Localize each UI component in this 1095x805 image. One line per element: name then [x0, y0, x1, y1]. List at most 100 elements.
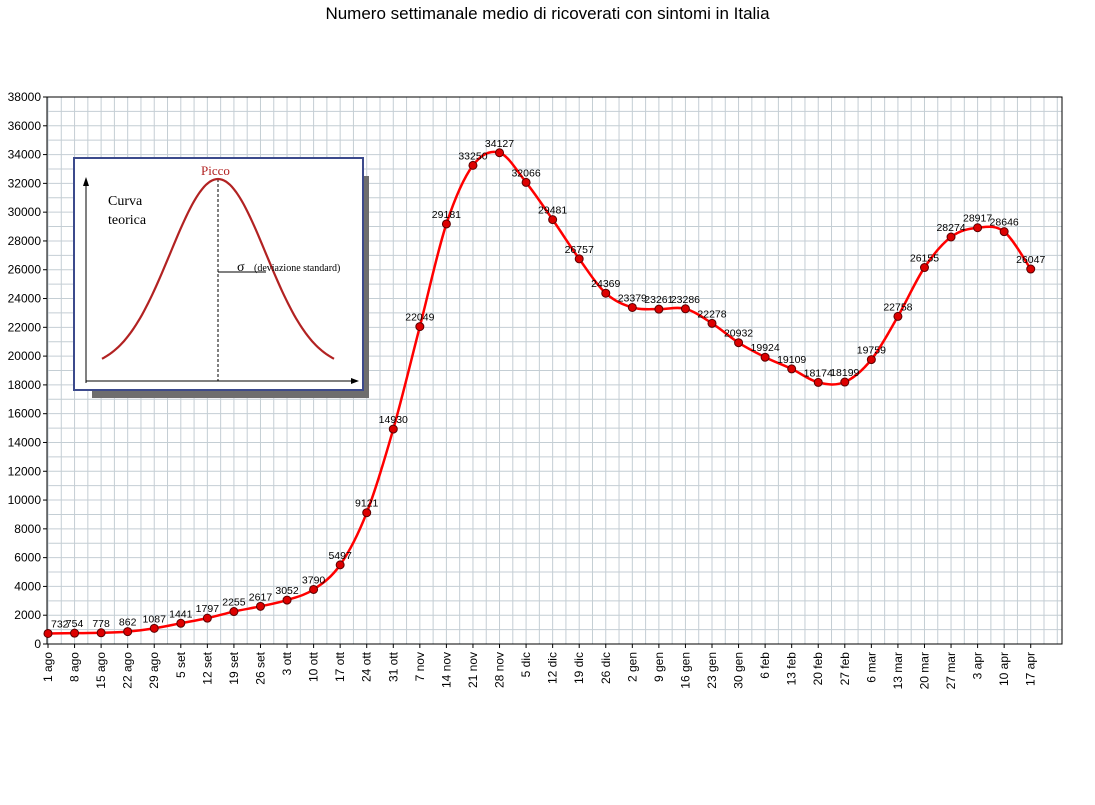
data-point — [468, 160, 478, 170]
data-label: 1087 — [143, 613, 167, 625]
data-label: 732 — [51, 618, 69, 630]
x-tick-label: 22 ago — [121, 652, 135, 689]
data-label: 1797 — [196, 603, 220, 615]
y-tick-label: 32000 — [8, 176, 42, 190]
data-label: 1441 — [169, 608, 193, 620]
x-tick-label: 31 ott — [386, 651, 400, 682]
x-tick-label: 3 ott — [280, 651, 294, 675]
data-label: 19759 — [857, 345, 886, 357]
data-point — [893, 311, 903, 321]
data-label: 20932 — [724, 328, 753, 340]
y-tick-label: 14000 — [8, 435, 42, 449]
y-tick-label: 16000 — [8, 407, 42, 421]
inset-gaussian-curve — [101, 177, 335, 360]
data-label: 23286 — [671, 294, 700, 306]
y-tick-label: 20000 — [8, 349, 42, 363]
data-point — [362, 508, 372, 518]
x-tick-label: 16 gen — [678, 652, 692, 689]
data-point — [255, 601, 265, 611]
data-point — [627, 302, 637, 312]
y-tick-label: 30000 — [8, 205, 42, 219]
data-point — [707, 318, 717, 328]
data-label: 19924 — [751, 342, 780, 354]
data-label: 14930 — [379, 414, 408, 426]
data-label: 26757 — [565, 244, 594, 256]
x-tick-label: 27 mar — [944, 652, 958, 689]
inset-label-curve: Curva — [108, 194, 143, 209]
data-label: 33250 — [458, 150, 487, 162]
x-tick-label: 8 ago — [68, 652, 82, 682]
data-label: 22049 — [405, 312, 434, 324]
x-tick-label: 20 mar — [917, 652, 931, 689]
data-label: 2255 — [222, 597, 246, 609]
data-point — [495, 148, 505, 158]
data-point — [229, 607, 239, 617]
x-tick-label: 27 feb — [838, 652, 852, 686]
x-tick-label: 5 dic — [519, 652, 533, 677]
x-axis-ticks: 1 ago 8 ago 15 ago 22 ago 29 ago 5 set 12 set 1… — [41, 644, 1038, 689]
axes — [46, 96, 1063, 645]
y-tick-label: 22000 — [8, 320, 42, 334]
inset-label-peak: Picco — [201, 163, 230, 178]
y-tick-label: 18000 — [8, 378, 42, 392]
data-label: 24369 — [591, 278, 620, 290]
data-point — [282, 595, 292, 605]
x-tick-label: 10 apr — [997, 652, 1011, 686]
data-point — [866, 355, 876, 365]
data-label: 22278 — [697, 308, 726, 320]
x-tick-label: 17 ott — [333, 651, 347, 682]
x-tick-label: 29 ago — [147, 652, 161, 689]
y-tick-label: 36000 — [8, 119, 42, 133]
data-label: 26047 — [1016, 254, 1045, 266]
x-tick-label: 26 set — [253, 651, 267, 684]
data-point — [96, 628, 106, 638]
x-tick-label: 23 gen — [705, 652, 719, 689]
y-axis-ticks: 0 2000 4000 6000 8000 10000 12000 14000 16000 180… — [8, 90, 47, 651]
data-label: 18199 — [830, 367, 859, 379]
y-tick-label: 34000 — [8, 148, 42, 162]
y-tick-label: 6000 — [14, 551, 41, 565]
data-point — [919, 263, 929, 273]
inset-label-sigma: σ — [237, 260, 245, 275]
data-point — [202, 613, 212, 623]
data-point — [43, 628, 53, 638]
x-tick-label: 14 nov — [439, 652, 453, 688]
data-point — [388, 424, 398, 434]
x-tick-label: 17 apr — [1024, 652, 1038, 686]
y-tick-label: 2000 — [14, 608, 41, 622]
data-label: 2617 — [249, 591, 273, 603]
data-point — [1026, 264, 1036, 274]
data-point — [680, 304, 690, 314]
x-tick-label: 20 feb — [811, 652, 825, 686]
x-tick-label: 30 gen — [732, 652, 746, 689]
data-label: 28274 — [936, 222, 965, 234]
inset-label-sigma-desc: (deviazione standard) — [254, 263, 340, 274]
data-point — [335, 560, 345, 570]
data-point — [521, 177, 531, 187]
data-label: 5497 — [328, 550, 352, 562]
data-label: 29181 — [432, 209, 461, 221]
data-label: 23379 — [618, 292, 647, 304]
data-label: 22758 — [883, 301, 912, 313]
data-label: 28646 — [990, 217, 1019, 229]
x-tick-label: 10 ott — [307, 651, 321, 682]
x-tick-label: 5 set — [174, 651, 188, 678]
series-layer — [43, 148, 1036, 638]
inset-y-arrow — [83, 177, 89, 186]
y-tick-label: 0 — [34, 637, 41, 651]
y-tick-label: 26000 — [8, 263, 42, 277]
data-label: 28917 — [963, 213, 992, 225]
data-point — [601, 288, 611, 298]
data-point — [149, 623, 159, 633]
x-tick-label: 19 dic — [572, 652, 586, 684]
x-tick-label: 26 dic — [599, 652, 613, 684]
data-point — [548, 215, 558, 225]
data-point — [973, 223, 983, 233]
y-tick-label: 12000 — [8, 464, 42, 478]
data-point — [415, 322, 425, 332]
x-tick-label: 24 ott — [360, 651, 374, 682]
y-tick-label: 10000 — [8, 493, 42, 507]
plot-frame — [46, 96, 1063, 645]
